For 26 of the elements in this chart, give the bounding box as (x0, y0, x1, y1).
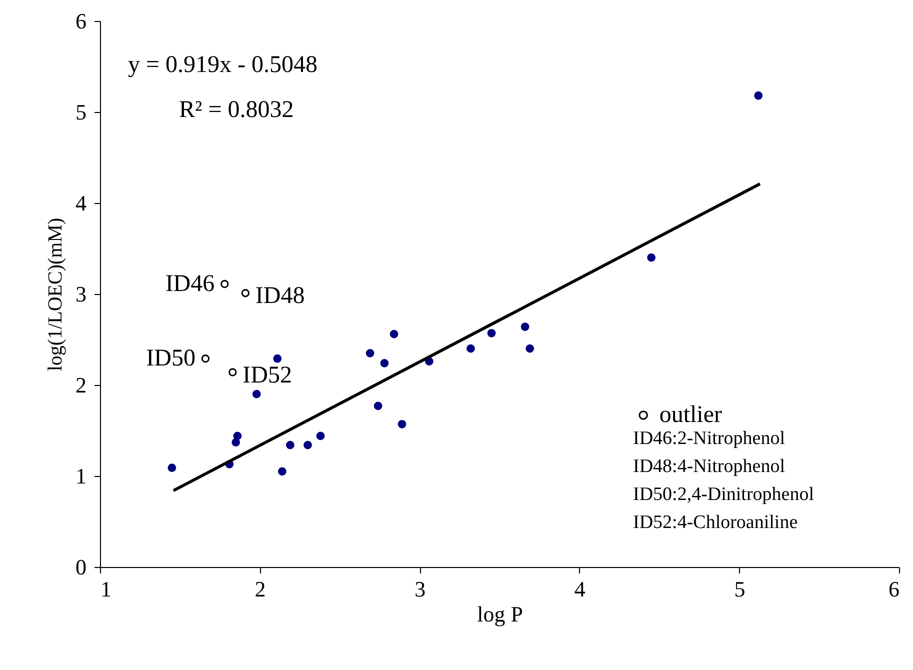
annotation: y = 0.919x - 0.5048 (128, 52, 318, 78)
x-tick-label: 1 (100, 576, 112, 602)
legend-label: outlier (659, 402, 722, 428)
y-tick-label: 6 (76, 8, 86, 34)
x-tick-label: 3 (414, 576, 426, 602)
y-tick-label: 5 (76, 100, 86, 124)
x-tick-label: 5 (734, 576, 746, 602)
y-tick-label: 4 (76, 190, 86, 216)
annotation: ID46 (165, 270, 215, 297)
annotation: ID48:4-Nitrophenol (633, 456, 785, 477)
x-tick-label: 6 (888, 576, 900, 602)
annotation: ID52:4-Chloroaniline (633, 512, 798, 533)
annotation: ID50 (146, 346, 196, 372)
annotation: ID46:2-Nitrophenol (633, 428, 785, 449)
x-axis-title: log P (477, 602, 523, 626)
y-tick-label: 3 (76, 282, 86, 306)
y-tick-label: 0 (76, 554, 86, 580)
x-tick-label: 2 (254, 576, 266, 602)
annotation: ID52 (242, 362, 292, 388)
annotation: ID48 (255, 283, 305, 310)
annotation: ID50:2,4-Dinitrophenol (633, 484, 814, 505)
y-axis-title: log(1/LOEC)(mM) (44, 218, 66, 372)
annotation: R² = 0.8032 (179, 97, 294, 123)
y-tick-label: 1 (76, 464, 86, 488)
x-tick-label: 4 (574, 576, 586, 602)
y-tick-label: 2 (76, 372, 86, 398)
